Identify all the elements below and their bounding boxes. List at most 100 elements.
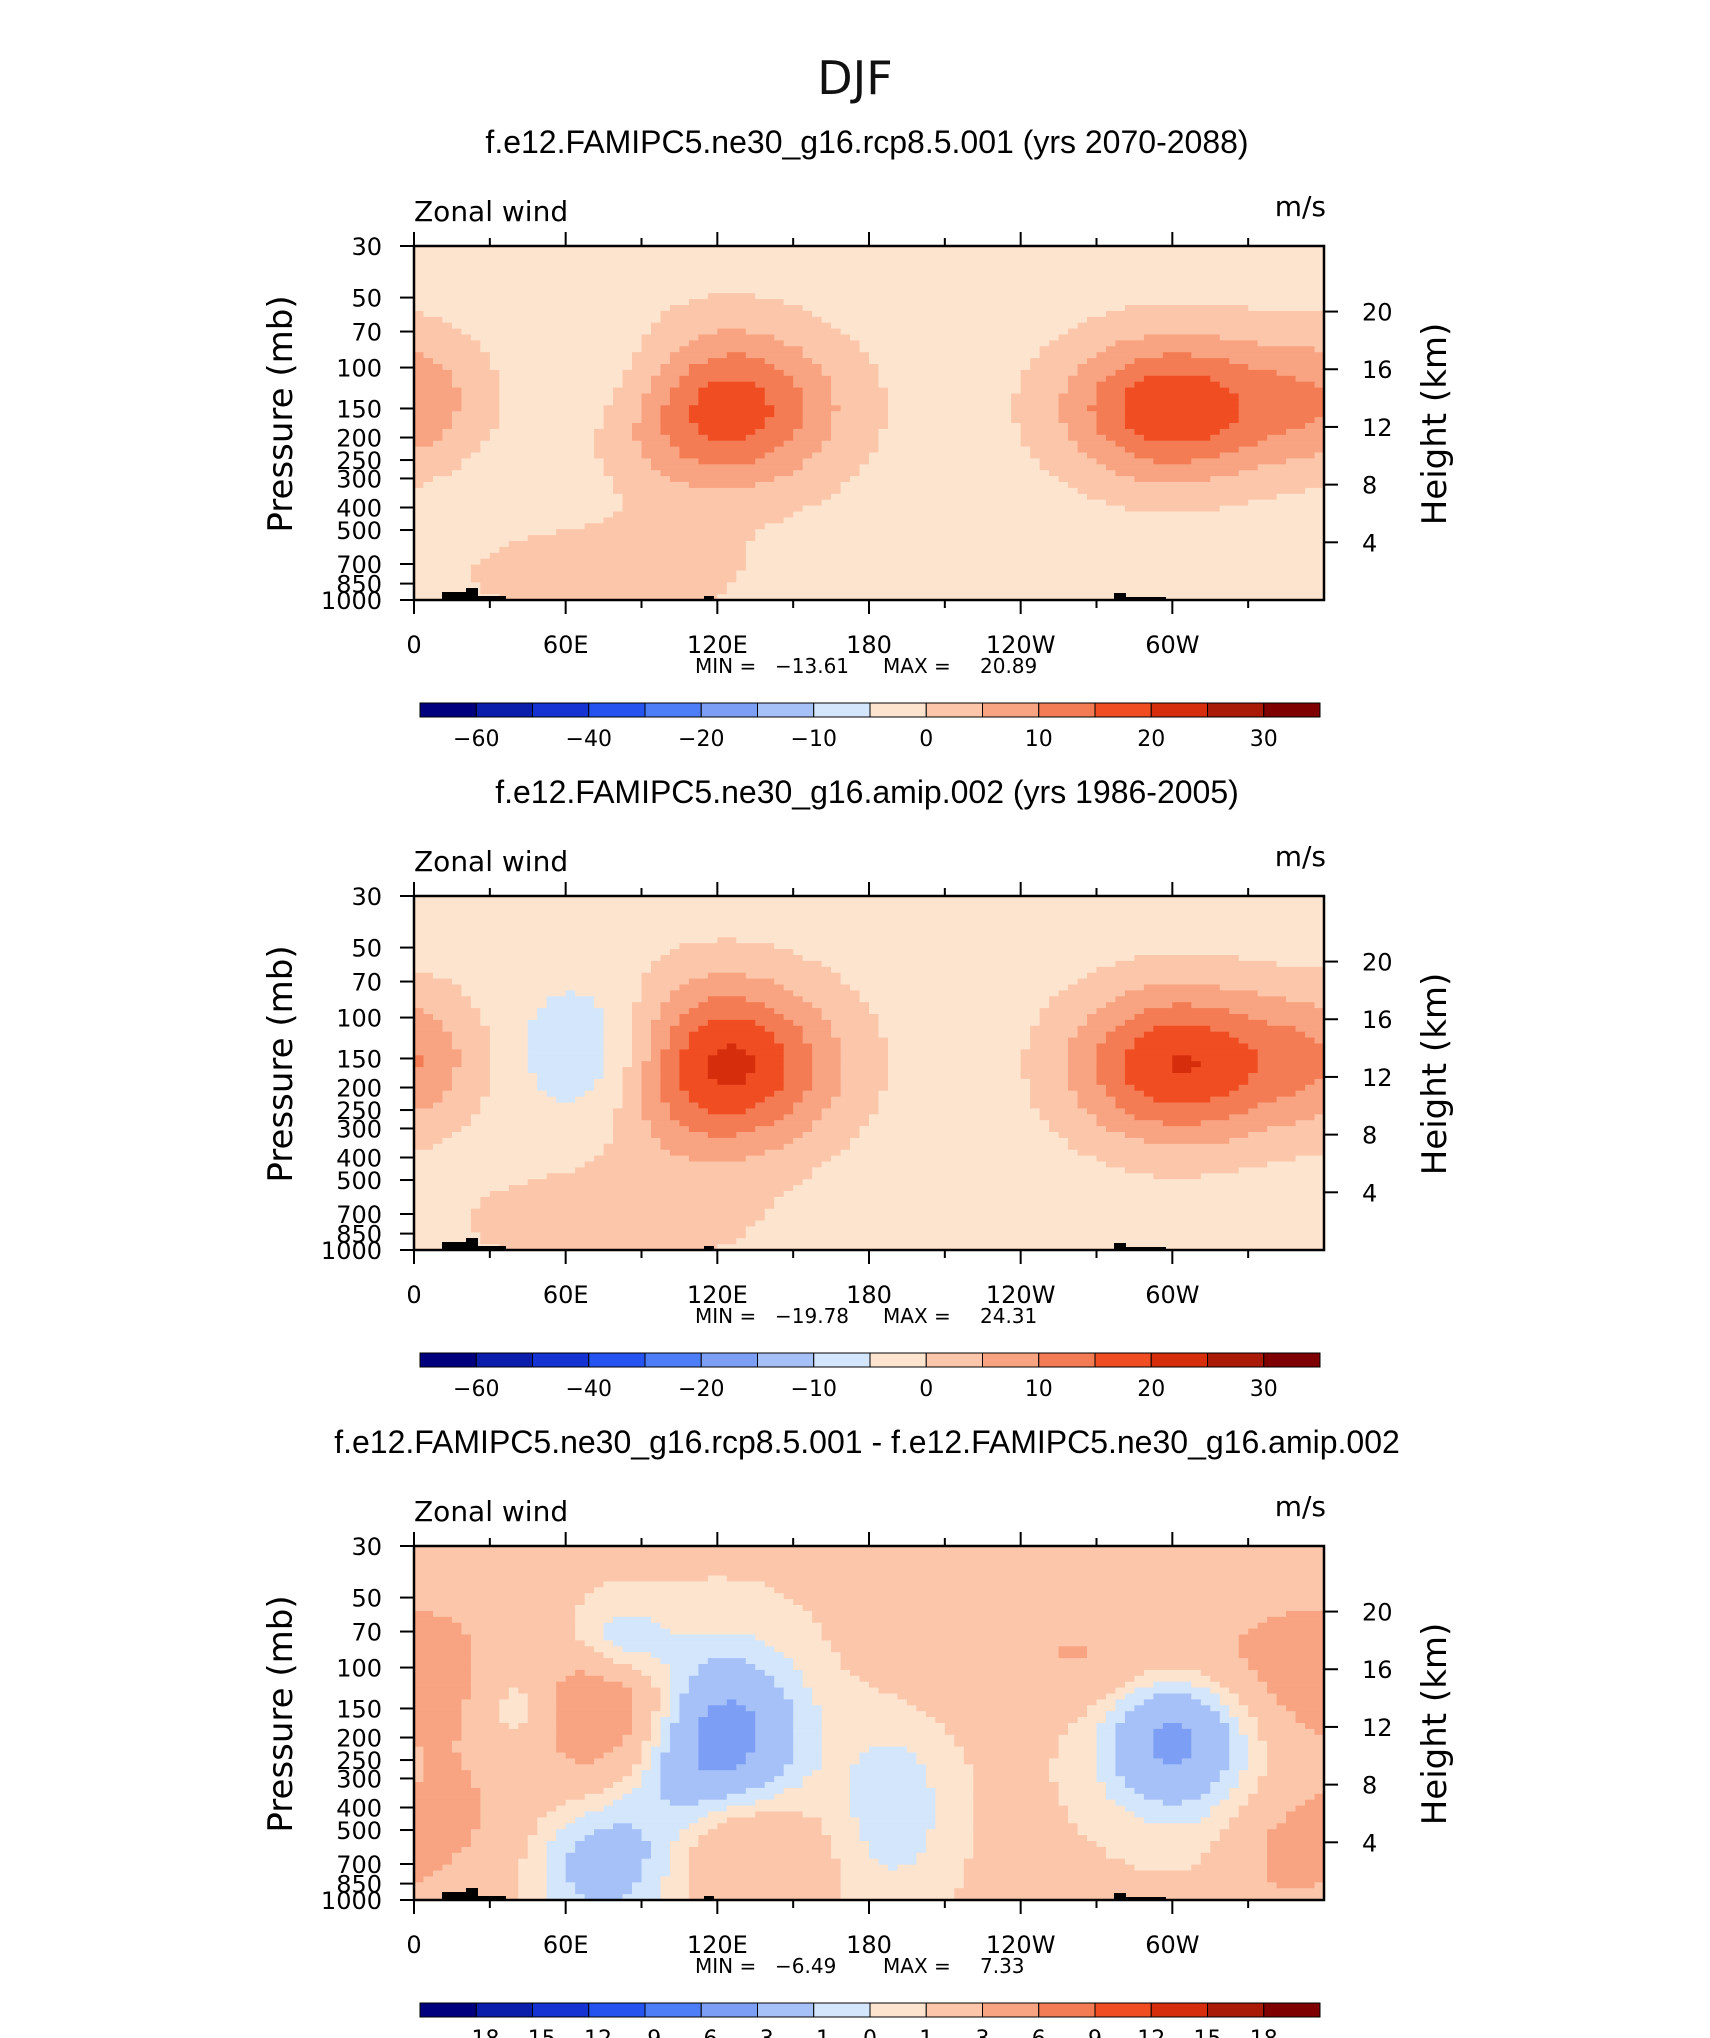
contour-cell [812, 1693, 899, 1700]
contour-cell [1039, 1108, 1088, 1115]
contour-cell [414, 316, 444, 324]
contour-cell [698, 1841, 832, 1848]
contour-cell [669, 1852, 690, 1860]
contour-cell [650, 1031, 671, 1039]
contour-cell [688, 1870, 842, 1877]
contour-cell [887, 1061, 1022, 1068]
contour-cell [613, 1616, 652, 1624]
contour-cell [831, 1835, 861, 1842]
contour-cell [850, 1776, 927, 1783]
contour-cell [1181, 1799, 1221, 1807]
contour-cell [660, 417, 690, 424]
contour-cell [518, 1894, 548, 1901]
contour-cell [613, 1132, 652, 1139]
contour-cell [632, 1693, 662, 1700]
contour-cell [414, 1841, 472, 1848]
contour-cell [1210, 476, 1325, 483]
contour-cell [1257, 1049, 1325, 1056]
contour-cell [669, 1799, 699, 1807]
contour-cell [669, 1675, 690, 1683]
contour-cell [414, 1185, 510, 1192]
colorbar-swatch [1207, 702, 1265, 718]
contour-cell [414, 1557, 1325, 1565]
contour-cell [660, 1687, 671, 1695]
contour-cell [414, 1787, 481, 1795]
min-value: −19.78 [775, 1304, 849, 1328]
contour-cell [802, 505, 1126, 513]
contour-cell [442, 1096, 481, 1104]
contour-cell [414, 1114, 472, 1121]
pressure-tick-label: 700 [336, 551, 382, 579]
variable-label: Zonal wind [414, 1495, 568, 1528]
contour-cell [973, 1787, 1060, 1795]
contour-cell [470, 1681, 557, 1689]
contour-cell [594, 428, 633, 436]
contour-cell [423, 1061, 462, 1068]
contour-cell [470, 1669, 576, 1677]
contour-cell [688, 1008, 775, 1015]
contour-cell [1238, 393, 1325, 400]
contour-cell [414, 1173, 548, 1180]
contour-cell [831, 1846, 870, 1854]
contour-cell [755, 1102, 794, 1109]
contour-cell [869, 1852, 917, 1860]
contour-cell [935, 1823, 974, 1830]
contour-cell [470, 1002, 548, 1009]
contour-cell [783, 1764, 823, 1771]
contour-cell [660, 1143, 785, 1151]
contour-cell [1134, 1037, 1240, 1045]
contour-cell [887, 387, 1022, 395]
contour-cell [622, 1073, 643, 1080]
contour-cell [1058, 417, 1098, 424]
contour-cell [414, 1563, 1325, 1571]
contour-cell [423, 1776, 472, 1783]
contour-cell [669, 1734, 699, 1742]
contour-cell [414, 476, 434, 483]
contour-cell [650, 1120, 681, 1127]
contour-cell [717, 1244, 1325, 1251]
contour-cell [499, 375, 624, 383]
pressure-tick-label: 500 [336, 517, 382, 545]
contour-cell [1314, 1078, 1325, 1086]
contour-cell [869, 352, 1041, 359]
contour-cell [1305, 1799, 1325, 1807]
contour-cell [698, 1669, 766, 1677]
contour-cell [641, 411, 662, 418]
contour-cell [859, 346, 1041, 353]
contour-cell [878, 1014, 1041, 1021]
contour-cell [414, 1208, 472, 1216]
contour-cell [1238, 1805, 1297, 1813]
contour-cell [1219, 1776, 1240, 1783]
contour-cell [1248, 1746, 1268, 1754]
contour-cell [1219, 1835, 1268, 1842]
contour-cell [669, 1681, 690, 1689]
contour-cell [1068, 984, 1145, 991]
contour-cell [1011, 393, 1060, 400]
contour-cell [688, 978, 775, 986]
contour-cell [603, 1622, 662, 1630]
contour-cell [1105, 1787, 1136, 1795]
contour-cell [1039, 464, 1107, 471]
contour-cell [1030, 358, 1088, 365]
contour-cell [1068, 1037, 1107, 1045]
contour-cell [414, 919, 1325, 927]
contour-cell [1286, 1705, 1325, 1712]
topography-block [1114, 1893, 1126, 1900]
contour-cell [1219, 428, 1287, 436]
contour-cell [546, 1876, 567, 1883]
contour-cell [688, 1852, 832, 1860]
contour-cell [783, 1143, 851, 1151]
contour-cell [707, 1811, 756, 1818]
contour-cell [470, 1770, 633, 1777]
contour-cell [414, 352, 425, 359]
topography-block [478, 596, 506, 600]
contour-cell [935, 1787, 974, 1795]
units-label: m/s [1275, 1490, 1326, 1523]
contour-cell [887, 1084, 1031, 1092]
contour-cell [669, 1114, 785, 1121]
contour-cell [414, 925, 1325, 932]
contour-cell [764, 393, 804, 400]
contour-cell [650, 1752, 662, 1759]
contour-cell [1191, 352, 1325, 359]
contour-cell [660, 1782, 766, 1789]
